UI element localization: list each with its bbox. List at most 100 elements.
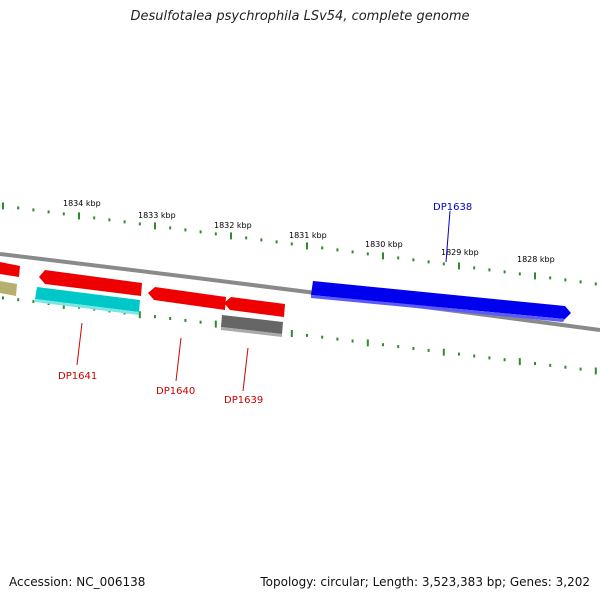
minor-tick — [427, 348, 430, 352]
major-tick — [230, 232, 232, 240]
major-tick — [138, 311, 141, 319]
outer-tick-track — [2, 202, 597, 286]
minor-tick — [321, 335, 324, 339]
major-tick — [290, 330, 293, 337]
major-tick — [78, 212, 80, 220]
minor-tick — [579, 280, 582, 284]
tick-label-1830: 1830 kbp — [365, 240, 403, 249]
minor-tick — [473, 354, 476, 358]
minor-tick — [199, 320, 202, 324]
minor-tick — [488, 268, 491, 272]
minor-tick — [214, 232, 217, 236]
major-tick — [458, 262, 460, 270]
DP1640-leader — [175, 337, 182, 382]
gene-gray-shade — [221, 327, 282, 337]
gene-DP1638[interactable] — [311, 281, 571, 319]
minor-tick — [154, 315, 156, 319]
minor-tick — [108, 218, 111, 222]
inner-tick-track — [2, 296, 597, 375]
minor-tick — [564, 278, 567, 282]
genome-backbone — [0, 252, 600, 332]
genome-summary-text: Topology: circular; Length: 3,523,383 bp… — [260, 575, 590, 589]
minor-tick — [594, 282, 597, 286]
major-tick — [306, 242, 308, 250]
minor-tick — [442, 262, 445, 266]
minor-tick — [503, 358, 506, 362]
minor-tick — [351, 339, 354, 343]
minor-tick — [184, 318, 187, 322]
minor-tick — [260, 238, 263, 242]
DP1639-leader — [242, 347, 249, 392]
minor-tick — [549, 276, 552, 280]
accession-text: Accession: NC_006138 — [9, 575, 146, 589]
minor-tick — [169, 317, 172, 320]
major-tick — [154, 222, 156, 230]
minor-tick — [17, 206, 20, 210]
major-tick — [382, 252, 384, 260]
minor-tick — [17, 298, 20, 302]
minor-tick — [290, 242, 293, 246]
minor-tick — [123, 220, 126, 224]
minor-tick — [32, 300, 35, 304]
minor-tick — [564, 365, 567, 369]
tick-label-1833: 1833 kbp — [138, 211, 176, 220]
major-tick — [214, 320, 217, 328]
minor-tick — [351, 250, 354, 254]
DP1641-leader — [76, 322, 83, 366]
gene-label-DP1638[interactable]: DP1638 — [433, 202, 472, 213]
tick-label-1829: 1829 kbp — [441, 248, 479, 257]
major-tick — [2, 202, 4, 210]
minor-tick — [47, 210, 50, 214]
major-tick — [366, 339, 369, 347]
minor-tick — [427, 260, 430, 264]
major-tick — [594, 367, 597, 375]
gene-label-DP1641[interactable]: DP1641 — [58, 371, 97, 382]
major-tick — [534, 272, 536, 280]
minor-tick — [518, 272, 521, 276]
minor-tick — [275, 240, 278, 244]
minor-tick — [336, 337, 339, 341]
minor-tick — [138, 222, 141, 226]
gene-DP1639[interactable] — [224, 297, 285, 317]
gene-label-DP1639[interactable]: DP1639 — [224, 395, 263, 406]
minor-tick — [245, 236, 248, 240]
tick-label-1834: 1834 kbp — [63, 199, 101, 208]
gene-cyan[interactable] — [35, 287, 140, 312]
minor-tick — [199, 230, 202, 234]
gene-cyan-shade — [35, 299, 139, 315]
minor-tick — [306, 333, 308, 337]
map-title: Desulfotalea psychrophila LSv54, complet… — [130, 9, 470, 24]
minor-tick — [382, 343, 384, 347]
gene-DP1640[interactable] — [148, 287, 226, 310]
minor-tick — [169, 226, 172, 230]
gene-partial-left-red[interactable] — [0, 262, 20, 277]
minor-tick — [93, 216, 96, 220]
gene-gray[interactable] — [221, 315, 283, 334]
gene-DP1641[interactable] — [39, 270, 142, 296]
gene-partial-left-olive[interactable] — [0, 281, 17, 296]
tick-label-1828: 1828 kbp — [517, 255, 555, 264]
minor-tick — [579, 367, 582, 371]
gene-label-DP1640[interactable]: DP1640 — [156, 386, 195, 397]
minor-tick — [321, 246, 324, 250]
minor-tick — [534, 362, 536, 365]
major-tick — [442, 348, 445, 356]
minor-tick — [336, 248, 339, 252]
minor-tick — [2, 296, 4, 300]
minor-tick — [397, 345, 400, 349]
minor-tick — [412, 258, 415, 262]
minor-tick — [397, 256, 400, 260]
minor-tick — [184, 228, 187, 232]
tick-label-1832: 1832 kbp — [214, 221, 252, 230]
minor-tick — [32, 208, 35, 212]
minor-tick — [366, 252, 369, 256]
tick-label-1831: 1831 kbp — [289, 231, 327, 240]
minor-tick — [549, 363, 552, 367]
DP1638-leader — [445, 210, 451, 263]
minor-tick — [488, 356, 491, 360]
minor-tick — [458, 352, 460, 356]
gene-DP1638-shade — [311, 295, 565, 322]
minor-tick — [473, 266, 476, 270]
minor-tick — [503, 270, 506, 274]
